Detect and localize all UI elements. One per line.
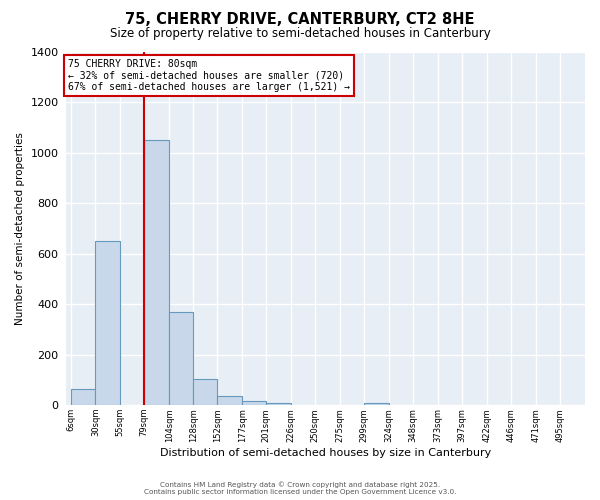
Bar [95,241,120,405]
Bar [364,402,389,405]
Bar [266,402,291,405]
Bar [242,402,266,405]
Text: Size of property relative to semi-detached houses in Canterbury: Size of property relative to semi-detach… [110,28,490,40]
Bar [71,388,95,405]
Bar [193,378,217,405]
X-axis label: Distribution of semi-detached houses by size in Canterbury: Distribution of semi-detached houses by … [160,448,491,458]
Bar [169,312,193,405]
Bar [217,396,242,405]
Text: Contains HM Land Registry data © Crown copyright and database right 2025.
Contai: Contains HM Land Registry data © Crown c… [144,482,456,495]
Text: 75, CHERRY DRIVE, CANTERBURY, CT2 8HE: 75, CHERRY DRIVE, CANTERBURY, CT2 8HE [125,12,475,28]
Text: 75 CHERRY DRIVE: 80sqm
← 32% of semi-detached houses are smaller (720)
67% of se: 75 CHERRY DRIVE: 80sqm ← 32% of semi-det… [68,59,350,92]
Y-axis label: Number of semi-detached properties: Number of semi-detached properties [15,132,25,325]
Bar [144,140,169,405]
